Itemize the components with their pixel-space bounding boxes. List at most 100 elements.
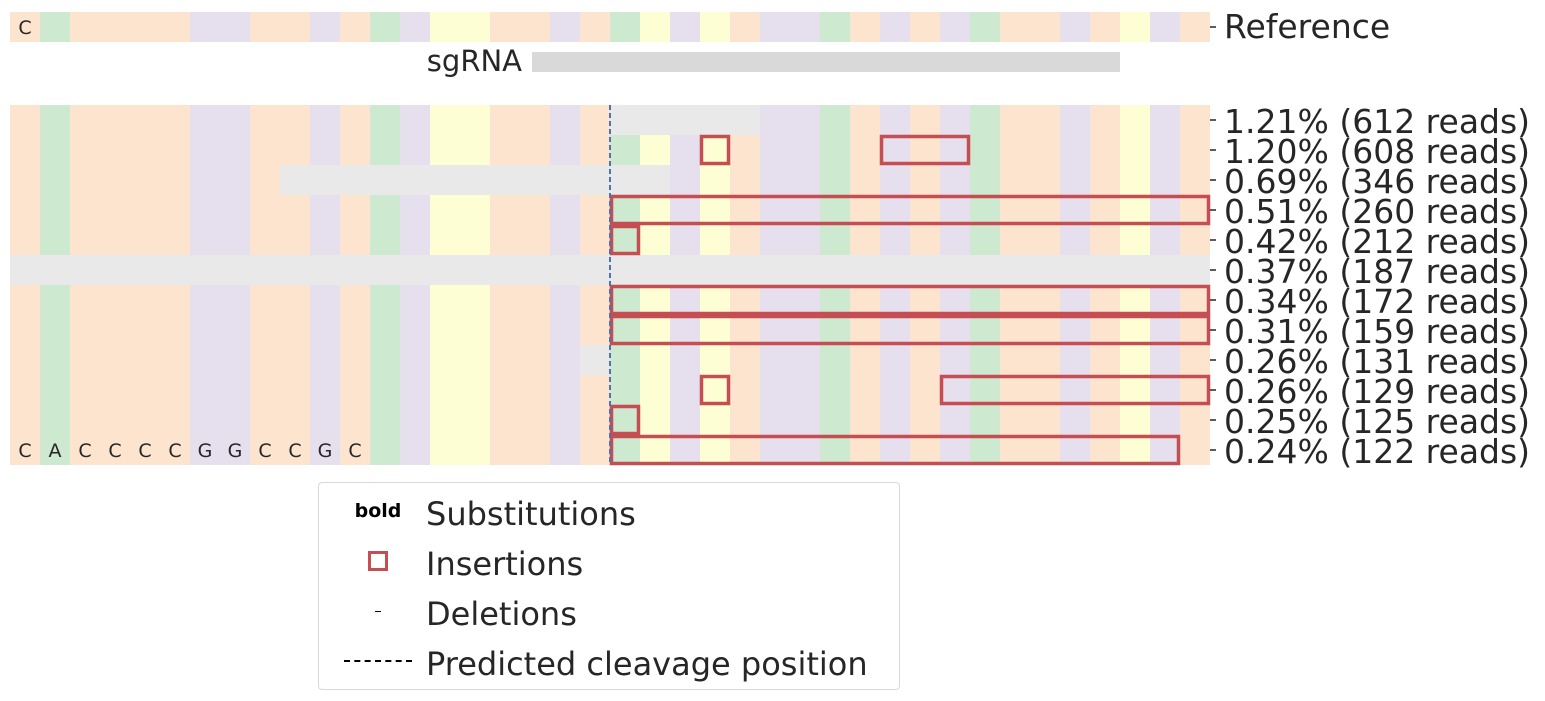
allele-cell bbox=[490, 405, 520, 435]
allele-cell bbox=[490, 225, 520, 255]
allele-cell bbox=[730, 225, 760, 255]
legend-insertions: Insertions bbox=[319, 541, 899, 583]
reference-cell bbox=[130, 12, 160, 42]
allele-cell bbox=[1180, 135, 1210, 165]
allele-cell bbox=[760, 135, 790, 165]
legend: bold Substitutions Insertions Deletions … bbox=[318, 482, 900, 690]
allele-cell bbox=[850, 225, 880, 255]
allele-cell bbox=[520, 315, 550, 345]
reference-cell bbox=[640, 12, 670, 42]
allele-cell bbox=[280, 195, 310, 225]
allele-cell bbox=[70, 135, 100, 165]
reference-cell bbox=[40, 12, 70, 42]
allele-cell bbox=[880, 105, 910, 135]
allele-cell bbox=[820, 435, 850, 465]
allele-cell bbox=[460, 225, 490, 255]
allele-cell bbox=[1030, 165, 1060, 195]
allele-cell bbox=[430, 375, 460, 405]
allele-cell bbox=[610, 375, 640, 405]
allele-cell bbox=[1090, 315, 1120, 345]
allele-cell bbox=[1150, 195, 1180, 225]
allele-cell bbox=[670, 165, 700, 195]
allele-cell bbox=[1120, 225, 1150, 255]
allele-cell bbox=[280, 135, 310, 165]
allele-cell bbox=[910, 225, 940, 255]
allele-cell bbox=[640, 225, 670, 255]
legend-deletions: Deletions bbox=[319, 591, 899, 633]
allele-cell bbox=[220, 405, 250, 435]
allele-cell bbox=[460, 105, 490, 135]
row-label: 0.31% (159 reads) bbox=[1224, 312, 1530, 351]
allele-cell bbox=[310, 105, 340, 135]
reference-cell bbox=[430, 12, 460, 42]
allele-cell bbox=[1120, 405, 1150, 435]
allele-cell bbox=[970, 195, 1000, 225]
reference-cell bbox=[160, 12, 190, 42]
allele-cell bbox=[160, 225, 190, 255]
allele-cell bbox=[1180, 405, 1210, 435]
allele-cell bbox=[1090, 435, 1120, 465]
allele-cell bbox=[940, 135, 970, 165]
allele-cell bbox=[700, 135, 730, 165]
reference-cell bbox=[1120, 12, 1150, 42]
allele-cell bbox=[1030, 225, 1060, 255]
allele-cell bbox=[250, 195, 280, 225]
allele-cell bbox=[670, 285, 700, 315]
allele-cell bbox=[1090, 225, 1120, 255]
allele-cell bbox=[220, 315, 250, 345]
allele-cell bbox=[880, 405, 910, 435]
allele-cell bbox=[520, 405, 550, 435]
allele-cell bbox=[130, 315, 160, 345]
allele-cell bbox=[1000, 165, 1030, 195]
deletion-mark bbox=[580, 345, 610, 375]
allele-cell bbox=[130, 195, 160, 225]
allele-cell bbox=[850, 315, 880, 345]
allele-cell bbox=[160, 375, 190, 405]
allele-cell bbox=[400, 285, 430, 315]
allele-letter: C bbox=[348, 440, 361, 462]
allele-cell bbox=[760, 315, 790, 345]
allele-cell bbox=[190, 375, 220, 405]
legend-label-substitutions: Substitutions bbox=[426, 495, 636, 533]
allele-cell bbox=[310, 345, 340, 375]
allele-letter: C bbox=[168, 440, 181, 462]
allele-cell bbox=[340, 405, 370, 435]
allele-cell bbox=[490, 285, 520, 315]
allele-cell bbox=[490, 345, 520, 375]
allele-cell bbox=[820, 135, 850, 165]
allele-cell bbox=[40, 375, 70, 405]
allele-cell bbox=[370, 225, 400, 255]
allele-cell bbox=[610, 195, 640, 225]
allele-cell bbox=[430, 345, 460, 375]
allele-cell bbox=[580, 285, 610, 315]
allele-cell bbox=[1030, 285, 1060, 315]
allele-cell bbox=[520, 105, 550, 135]
reference-cell bbox=[220, 12, 250, 42]
allele-cell bbox=[520, 135, 550, 165]
allele-cell bbox=[1180, 165, 1210, 195]
allele-cell bbox=[370, 405, 400, 435]
legend-substitutions: bold Substitutions bbox=[319, 491, 899, 533]
allele-cell bbox=[460, 435, 490, 465]
allele-cell bbox=[130, 435, 160, 465]
reference-cell bbox=[580, 12, 610, 42]
sgrna-label: sgRNA bbox=[427, 44, 522, 78]
allele-cell bbox=[910, 345, 940, 375]
reference-cell bbox=[490, 12, 520, 42]
allele-cell bbox=[400, 405, 430, 435]
allele-cell bbox=[1030, 195, 1060, 225]
allele-cell bbox=[220, 285, 250, 315]
allele-cell bbox=[1150, 135, 1180, 165]
allele-cell bbox=[190, 165, 220, 195]
allele-cell bbox=[100, 345, 130, 375]
allele-cell bbox=[820, 225, 850, 255]
allele-cell bbox=[310, 375, 340, 405]
allele-cell bbox=[130, 375, 160, 405]
allele-cell bbox=[640, 405, 670, 435]
allele-cell bbox=[790, 105, 820, 135]
reference-cell bbox=[820, 12, 850, 42]
allele-cell bbox=[1150, 315, 1180, 345]
allele-cell bbox=[400, 105, 430, 135]
allele-cell bbox=[1000, 405, 1030, 435]
